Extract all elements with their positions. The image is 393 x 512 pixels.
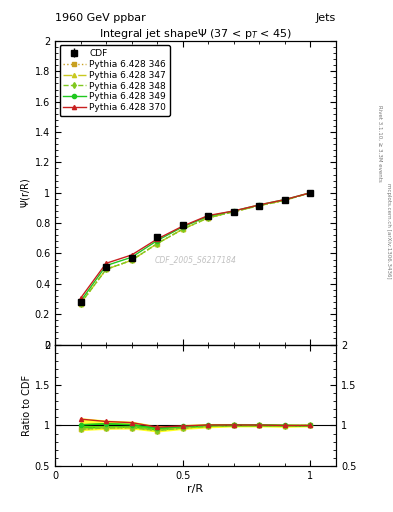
Pythia 6.428 349 (283, 197, 287, 203)
Line: Pythia 6.428 347: Pythia 6.428 347 (79, 190, 312, 306)
Pythia 6.428 370 (155, 236, 160, 242)
Pythia 6.428 347 (78, 301, 83, 307)
Title: Integral jet shape$\Psi$ (37 < p$_T$ < 45): Integral jet shape$\Psi$ (37 < p$_T$ < 4… (99, 27, 292, 41)
Pythia 6.428 349 (104, 263, 108, 269)
Pythia 6.428 346 (180, 226, 185, 232)
Pythia 6.428 370 (308, 189, 313, 196)
Pythia 6.428 370 (257, 202, 262, 208)
Pythia 6.428 348 (155, 241, 160, 247)
Pythia 6.428 349 (180, 224, 185, 230)
Pythia 6.428 348 (78, 301, 83, 307)
Y-axis label: $\Psi$(r/R): $\Psi$(r/R) (19, 178, 32, 208)
Pythia 6.428 346 (155, 241, 160, 247)
Pythia 6.428 347 (129, 257, 134, 263)
Text: Jets: Jets (316, 13, 336, 23)
Pythia 6.428 349 (129, 254, 134, 260)
Pythia 6.428 348 (283, 197, 287, 203)
Pythia 6.428 347 (180, 226, 185, 232)
Y-axis label: Ratio to CDF: Ratio to CDF (22, 375, 32, 436)
Pythia 6.428 346 (283, 197, 287, 203)
Line: Pythia 6.428 370: Pythia 6.428 370 (79, 190, 312, 301)
Pythia 6.428 348 (104, 266, 108, 272)
Pythia 6.428 349 (155, 238, 160, 244)
Pythia 6.428 370 (231, 208, 236, 214)
Pythia 6.428 348 (231, 208, 236, 215)
X-axis label: r/R: r/R (187, 483, 204, 494)
Pythia 6.428 347 (104, 266, 108, 272)
Pythia 6.428 346 (206, 215, 211, 221)
Pythia 6.428 349 (206, 213, 211, 219)
Pythia 6.428 346 (78, 301, 83, 307)
Pythia 6.428 370 (180, 223, 185, 229)
Pythia 6.428 349 (257, 202, 262, 208)
Pythia 6.428 348 (206, 215, 211, 221)
Pythia 6.428 346 (231, 208, 236, 215)
Pythia 6.428 347 (231, 208, 236, 215)
Pythia 6.428 349 (231, 208, 236, 214)
Text: CDF_2005_S6217184: CDF_2005_S6217184 (154, 255, 237, 264)
Pythia 6.428 346 (308, 189, 313, 196)
Text: mcplots.cern.ch [arXiv:1306.3436]: mcplots.cern.ch [arXiv:1306.3436] (386, 183, 391, 278)
Pythia 6.428 346 (257, 203, 262, 209)
Pythia 6.428 346 (104, 266, 108, 272)
Text: 1960 GeV ppbar: 1960 GeV ppbar (55, 13, 146, 23)
Pythia 6.428 347 (257, 203, 262, 209)
Pythia 6.428 348 (129, 257, 134, 263)
Line: Pythia 6.428 346: Pythia 6.428 346 (79, 190, 312, 306)
Pythia 6.428 347 (283, 197, 287, 203)
Pythia 6.428 349 (308, 189, 313, 196)
Line: Pythia 6.428 348: Pythia 6.428 348 (79, 190, 312, 306)
Legend: CDF, Pythia 6.428 346, Pythia 6.428 347, Pythia 6.428 348, Pythia 6.428 349, Pyt: CDF, Pythia 6.428 346, Pythia 6.428 347,… (59, 46, 170, 116)
Pythia 6.428 348 (257, 203, 262, 209)
Pythia 6.428 347 (155, 241, 160, 247)
Pythia 6.428 370 (283, 197, 287, 203)
Pythia 6.428 370 (206, 212, 211, 219)
Pythia 6.428 346 (129, 257, 134, 263)
Pythia 6.428 347 (308, 189, 313, 196)
Pythia 6.428 370 (78, 295, 83, 301)
Pythia 6.428 370 (104, 260, 108, 266)
Line: Pythia 6.428 349: Pythia 6.428 349 (79, 190, 312, 303)
Text: Rivet 3.1.10, ≥ 3.3M events: Rivet 3.1.10, ≥ 3.3M events (377, 105, 382, 182)
Pythia 6.428 370 (129, 252, 134, 258)
Pythia 6.428 348 (308, 189, 313, 196)
Pythia 6.428 348 (180, 226, 185, 232)
Pythia 6.428 347 (206, 215, 211, 221)
Pythia 6.428 349 (78, 298, 83, 304)
